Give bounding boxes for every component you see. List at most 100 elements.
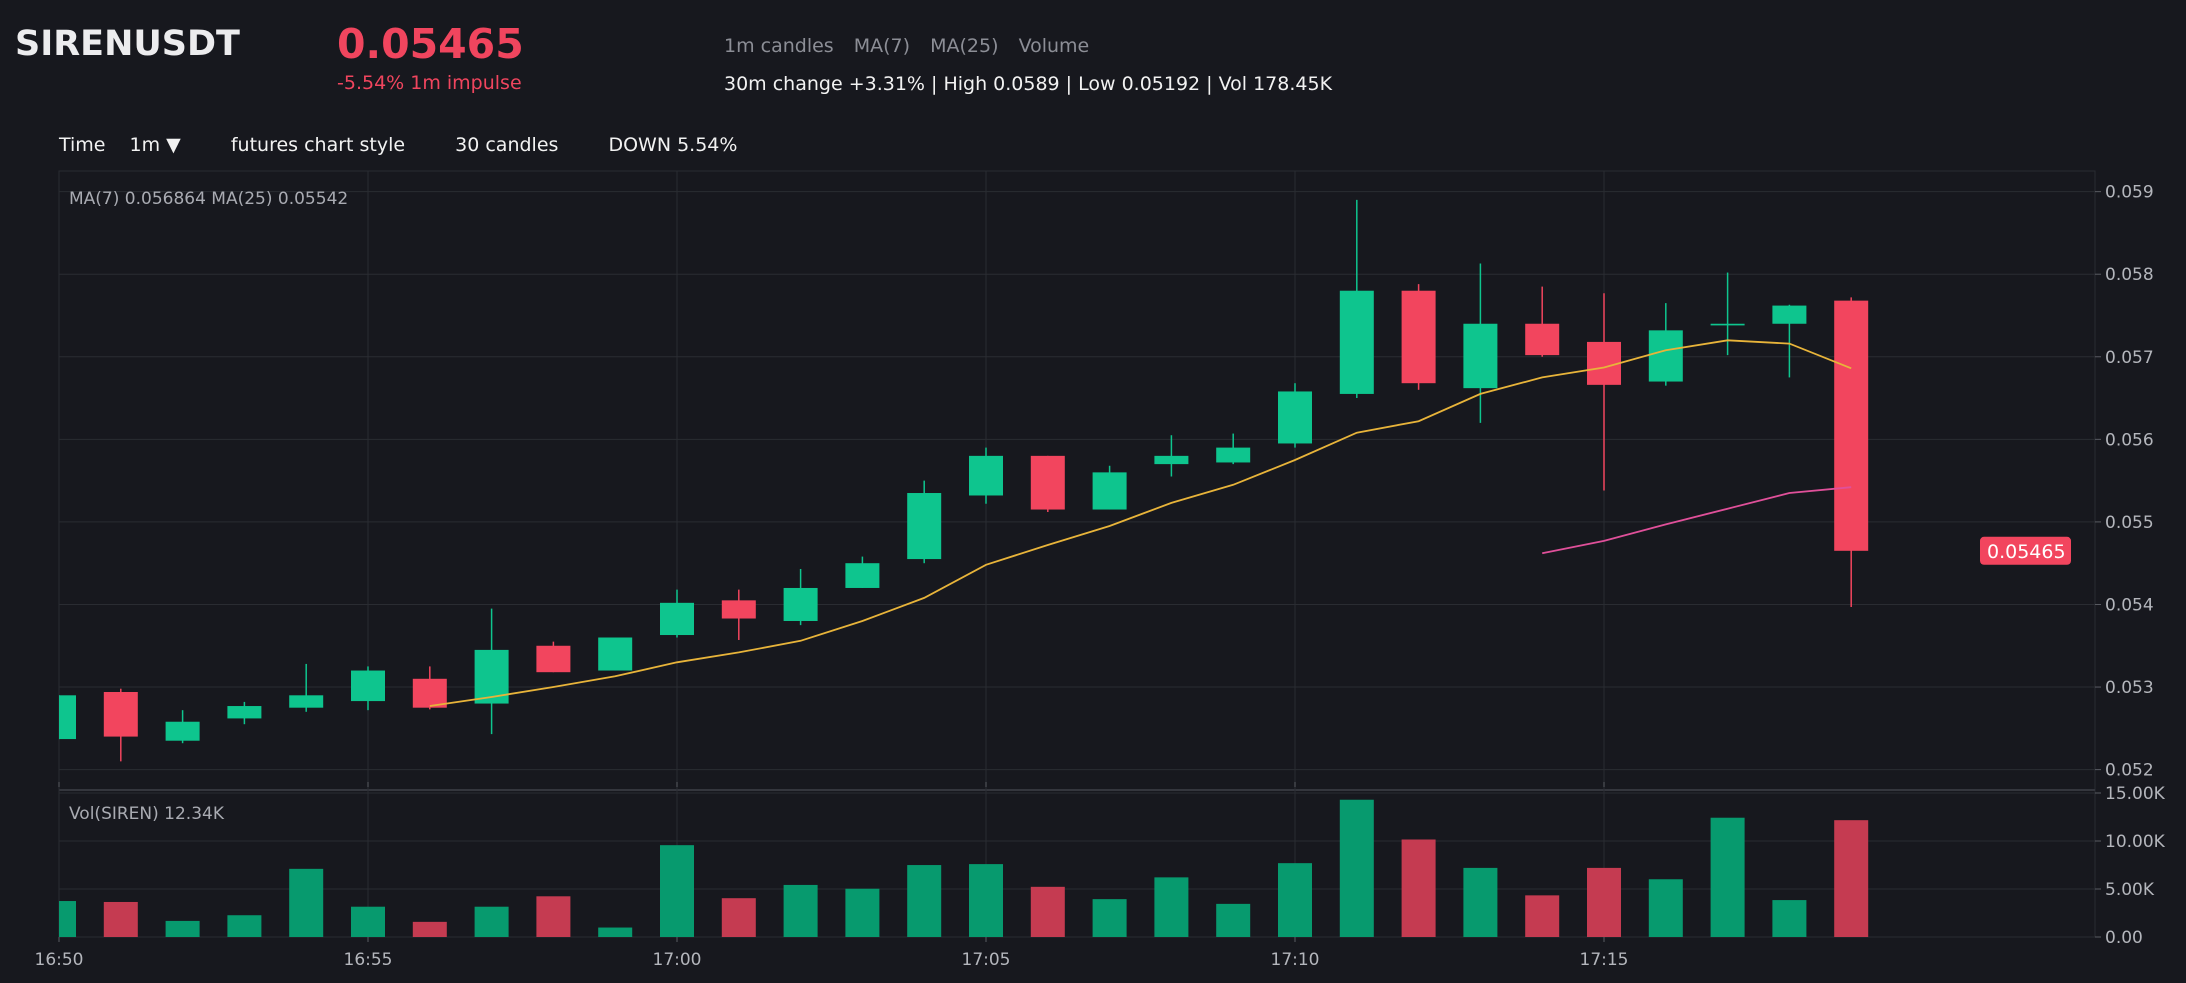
- candle-up: [1278, 391, 1312, 444]
- candle-up: [1710, 323, 1745, 326]
- volume-bar: [1401, 839, 1436, 937]
- volume-bar: [907, 865, 942, 937]
- volume-bar: [165, 920, 200, 937]
- volume-tick-label: 5.00K: [2105, 880, 2155, 900]
- last-price: 0.05465: [337, 20, 524, 68]
- price-tick-label: 0.059: [2105, 183, 2154, 203]
- interval-dropdown[interactable]: 1m ▼: [129, 134, 181, 156]
- price-tick-label: 0.054: [2105, 595, 2154, 615]
- volume-bar: [721, 898, 756, 937]
- market-stats: 30m change +3.31% | High 0.0589 | Low 0.…: [724, 73, 1333, 95]
- volume-bar: [660, 845, 694, 937]
- candle-down: [721, 600, 756, 619]
- volume-bar: [1710, 817, 1745, 937]
- time-tick-label: 17:15: [1580, 950, 1629, 970]
- candle-up: [1772, 305, 1807, 324]
- volume-bar: [1648, 879, 1683, 937]
- candle-up: [660, 602, 694, 636]
- volume-tick-label: 10.00K: [2105, 832, 2166, 852]
- volume-bar: [536, 896, 571, 937]
- price-tick-label: 0.057: [2105, 348, 2154, 368]
- volume-bar: [351, 906, 385, 937]
- volume-bar: [1154, 877, 1189, 937]
- volume-bar: [1587, 867, 1621, 937]
- chart-toolbar: Time 1m ▼ futures chart style 30 candles…: [59, 134, 781, 156]
- candle-up: [289, 695, 324, 708]
- volume-bar: [1216, 903, 1251, 937]
- price-tick-label: 0.055: [2105, 513, 2154, 533]
- moving-averages: [429, 339, 1852, 707]
- volume-label: Vol(SIREN) 12.34K: [69, 804, 225, 824]
- time-tick-label: 16:50: [35, 950, 84, 970]
- volume-bar: [1834, 820, 1869, 937]
- candle-up: [1216, 447, 1251, 463]
- candle-up: [1339, 290, 1374, 394]
- axes: 0.052 0.053 0.054 0.055 0.056 0.057 0.058 0.059…: [35, 183, 2166, 970]
- volume-bar: [59, 901, 76, 937]
- impulse-change: -5.54% 1m impulse: [337, 72, 522, 94]
- symbol-title: SIRENUSDT: [15, 24, 240, 64]
- candle-down: [103, 692, 138, 737]
- candle-down: [1587, 341, 1621, 385]
- legend-volume: Volume: [1018, 35, 1090, 57]
- candle-up: [59, 695, 76, 740]
- candle-down: [412, 678, 447, 708]
- candle-count: 30 candles: [455, 134, 559, 156]
- time-tick-label: 17:05: [962, 950, 1011, 970]
- price-tick-label: 0.053: [2105, 678, 2154, 698]
- candle-down: [1834, 300, 1869, 551]
- direction-badge: DOWN 5.54%: [608, 134, 738, 156]
- candle-up: [351, 670, 385, 702]
- volume-bar: [1030, 886, 1065, 937]
- last-price-badge: 0.05465: [1980, 536, 2071, 565]
- price-tick-label: 0.056: [2105, 430, 2154, 450]
- candle-down: [1030, 455, 1065, 510]
- ma25-line: [1542, 486, 1852, 555]
- candle-up: [783, 587, 818, 621]
- candle-down: [1525, 323, 1560, 356]
- candle-up: [1648, 330, 1683, 382]
- volume-bar: [969, 864, 1003, 937]
- volume-tick-label: 0.00: [2105, 928, 2143, 948]
- volume-bar: [1463, 867, 1498, 937]
- chart-legend: 1m candles MA(7) MA(25) Volume: [724, 35, 1103, 57]
- volume-bar: [1772, 900, 1807, 937]
- volume-bar: [1525, 895, 1560, 937]
- candle-down: [1401, 290, 1436, 384]
- candle-up: [1154, 455, 1189, 465]
- candle-up: [165, 721, 200, 741]
- candle-up: [1092, 472, 1127, 510]
- price-tick-label: 0.052: [2105, 761, 2154, 781]
- legend-ma25: MA(25): [930, 35, 999, 57]
- candle-up: [969, 455, 1003, 496]
- volume-bar: [289, 868, 324, 937]
- price-tick-label: 0.058: [2105, 265, 2154, 285]
- chart-frame: [58, 170, 2096, 938]
- volume-bar: [598, 927, 633, 937]
- volume-bar: [1339, 799, 1374, 937]
- legend-candles: 1m candles: [724, 35, 834, 57]
- candle-up: [227, 706, 262, 719]
- volume-bar: [103, 901, 138, 937]
- chart-style-toggle[interactable]: futures chart style: [230, 134, 406, 156]
- volume-tick-label: 15.00K: [2105, 784, 2166, 804]
- time-tick-label: 17:00: [653, 950, 702, 970]
- candle-up: [598, 637, 633, 671]
- candle-down: [536, 645, 571, 673]
- candles: [59, 199, 1869, 762]
- last-price-badge-label: 0.05465: [1987, 541, 2066, 563]
- grid-lines: [58, 171, 2095, 938]
- last-price-badge-bg: [1980, 536, 2071, 565]
- volume-bar: [845, 888, 880, 937]
- candle-up: [845, 563, 880, 588]
- volume-bar: [783, 884, 818, 937]
- volume-bar: [1278, 863, 1312, 937]
- time-tick-label: 16:55: [344, 950, 393, 970]
- volume-bar: [227, 915, 262, 937]
- volume-bars: [59, 799, 1869, 937]
- volume-bar: [412, 921, 447, 937]
- time-label: Time: [59, 134, 106, 156]
- candle-up: [1463, 323, 1498, 389]
- volume-bar: [474, 906, 509, 937]
